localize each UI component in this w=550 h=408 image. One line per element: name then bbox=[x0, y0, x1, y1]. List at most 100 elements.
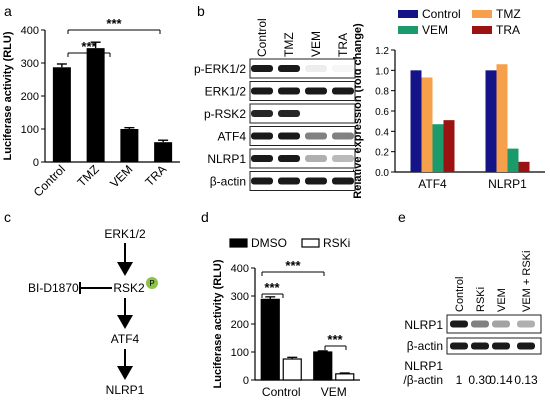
bar-tra-nlrp1 bbox=[518, 161, 530, 172]
blot-row-label-4: NLRP1 bbox=[207, 152, 246, 166]
blot-band bbox=[251, 132, 273, 140]
y-tick-label: 0.2 bbox=[375, 148, 389, 159]
blot-band bbox=[278, 110, 300, 117]
sig-label: *** bbox=[327, 332, 343, 347]
blot-row-label-1: ERK1/2 bbox=[205, 85, 247, 99]
blot-band bbox=[332, 65, 354, 72]
blot-band bbox=[278, 132, 300, 140]
blot-strip-5 bbox=[249, 171, 356, 191]
blot-band bbox=[332, 177, 354, 185]
y-tick-label: 0.0 bbox=[375, 168, 389, 179]
blot-row-label-2: p-RSK2 bbox=[204, 107, 246, 121]
blot-lane-label-1: RSKi bbox=[475, 287, 487, 312]
chart-d-luciferase-rski: 0 100 200 300 400 Luciferase activity (RLU) Co… bbox=[212, 236, 360, 399]
panel-letter-e: e bbox=[398, 209, 406, 225]
blot-band bbox=[278, 177, 300, 185]
blot-lane-label-control: Control bbox=[255, 18, 269, 57]
bar-tmz bbox=[86, 48, 105, 162]
blot-band bbox=[450, 320, 468, 328]
bar-dmso-control bbox=[260, 298, 280, 381]
blot-strip-4 bbox=[249, 148, 356, 169]
y-tick-label: 400 bbox=[231, 263, 249, 275]
y-tick-label: 0.6 bbox=[375, 107, 389, 118]
legend-swatch-dmso bbox=[229, 238, 248, 248]
bar-dmso-vem bbox=[313, 351, 333, 381]
bar-control bbox=[52, 67, 71, 162]
blot-band bbox=[492, 342, 510, 350]
ratio-value: 1 bbox=[456, 373, 463, 387]
blot-band bbox=[305, 65, 327, 72]
legend-swatch-control bbox=[398, 10, 418, 18]
blot-band bbox=[251, 155, 273, 162]
blot-strip-0 bbox=[249, 58, 356, 79]
y-tick-label: 1.0 bbox=[375, 66, 389, 77]
legend-label-dmso: DMSO bbox=[251, 236, 287, 250]
panel-letter-c: c bbox=[4, 209, 11, 225]
blot-strip-0 bbox=[446, 314, 542, 334]
y-tick-label: 0 bbox=[243, 375, 249, 387]
blot-band bbox=[278, 155, 300, 162]
blot-strip-1 bbox=[249, 81, 356, 101]
blot-band bbox=[450, 342, 468, 350]
legend-swatch-tmz bbox=[472, 10, 492, 18]
x-tick-label: Control bbox=[262, 385, 301, 399]
legend-label-tmz: TMZ bbox=[496, 7, 521, 21]
y-tick-label: 200 bbox=[21, 91, 39, 103]
ratio-label-line2: /β-actin bbox=[403, 373, 443, 387]
y-tick-label: 0.8 bbox=[375, 87, 389, 98]
y-axis-title: Luciferase activity (RLU) bbox=[212, 259, 224, 388]
y-tick-label: 1.2 bbox=[375, 46, 389, 57]
panel-letter-a: a bbox=[4, 3, 12, 19]
bar-tra bbox=[154, 142, 173, 162]
western-blot-e: Control RSKi VEM VEM + RSKi NLRP1 β-actin NLRP… bbox=[403, 251, 542, 387]
western-blot-b: Control TMZ VEM TRA p-ERK1/2 ERK1/2 p-RSK2 ATF4… bbox=[194, 18, 356, 191]
x-tick-label: TRA bbox=[142, 162, 169, 189]
blot-band bbox=[517, 320, 535, 328]
blot-lane-label-tmz: TMZ bbox=[282, 32, 296, 57]
bar-rski-vem bbox=[335, 373, 355, 381]
blot-band bbox=[305, 132, 327, 140]
x-tick-label: NLRP1 bbox=[488, 177, 527, 191]
x-tick-label: TMZ bbox=[74, 162, 101, 189]
ratio-value: 0.30 bbox=[468, 373, 492, 387]
x-tick-label: ATF4 bbox=[418, 177, 447, 191]
x-tick-label: VEM bbox=[107, 162, 135, 190]
blot-lane-label-tra: TRA bbox=[336, 33, 350, 57]
x-tick-label: VEM bbox=[321, 385, 347, 399]
bar-vem-nlrp1 bbox=[507, 148, 519, 172]
bar-tra-atf4 bbox=[443, 120, 455, 172]
ratio-value: 0.14 bbox=[489, 373, 513, 387]
sig-label: *** bbox=[106, 16, 122, 31]
y-tick-label: 100 bbox=[231, 347, 249, 359]
y-tick-label: 400 bbox=[21, 25, 39, 37]
ratio-value: 0.13 bbox=[514, 373, 538, 387]
blot-lane-label-3: VEM + RSKi bbox=[521, 251, 533, 312]
ratio-label-line1: NLRP1 bbox=[404, 359, 443, 373]
sig-label: *** bbox=[285, 258, 301, 273]
blot-lane-label-0: Control bbox=[454, 277, 466, 312]
legend-label-control: Control bbox=[422, 7, 461, 21]
blot-band bbox=[332, 132, 354, 140]
blot-row-label-0: p-ERK1/2 bbox=[194, 62, 246, 76]
y-axis-title: Luciferase activity (RLU) bbox=[2, 31, 14, 160]
sig-bracket-d-long: *** bbox=[261, 258, 325, 276]
blot-row-label-5: β-actin bbox=[210, 175, 246, 189]
legend-swatch-rski bbox=[301, 238, 320, 248]
node-erk: ERK1/2 bbox=[104, 227, 146, 241]
sig-bracket-a-1: *** bbox=[67, 39, 111, 57]
blot-row-label-1: β-actin bbox=[407, 339, 443, 353]
blot-row-label-3: ATF4 bbox=[218, 130, 247, 144]
blot-strip-3 bbox=[249, 126, 356, 146]
bar-control-atf4 bbox=[410, 70, 422, 172]
blot-band bbox=[471, 320, 489, 328]
blot-band bbox=[251, 177, 273, 185]
panel-letter-d: d bbox=[201, 209, 209, 225]
phospho-label: P bbox=[149, 279, 154, 288]
bar-control-nlrp1 bbox=[485, 70, 497, 172]
sig-bracket-d-vem: *** bbox=[324, 332, 347, 350]
y-tick-label: 0 bbox=[33, 157, 39, 169]
legend-swatch-tra bbox=[472, 26, 492, 34]
y-tick-label: 300 bbox=[231, 291, 249, 303]
blot-band bbox=[251, 87, 273, 95]
node-rsk2: RSK2 bbox=[113, 281, 145, 295]
